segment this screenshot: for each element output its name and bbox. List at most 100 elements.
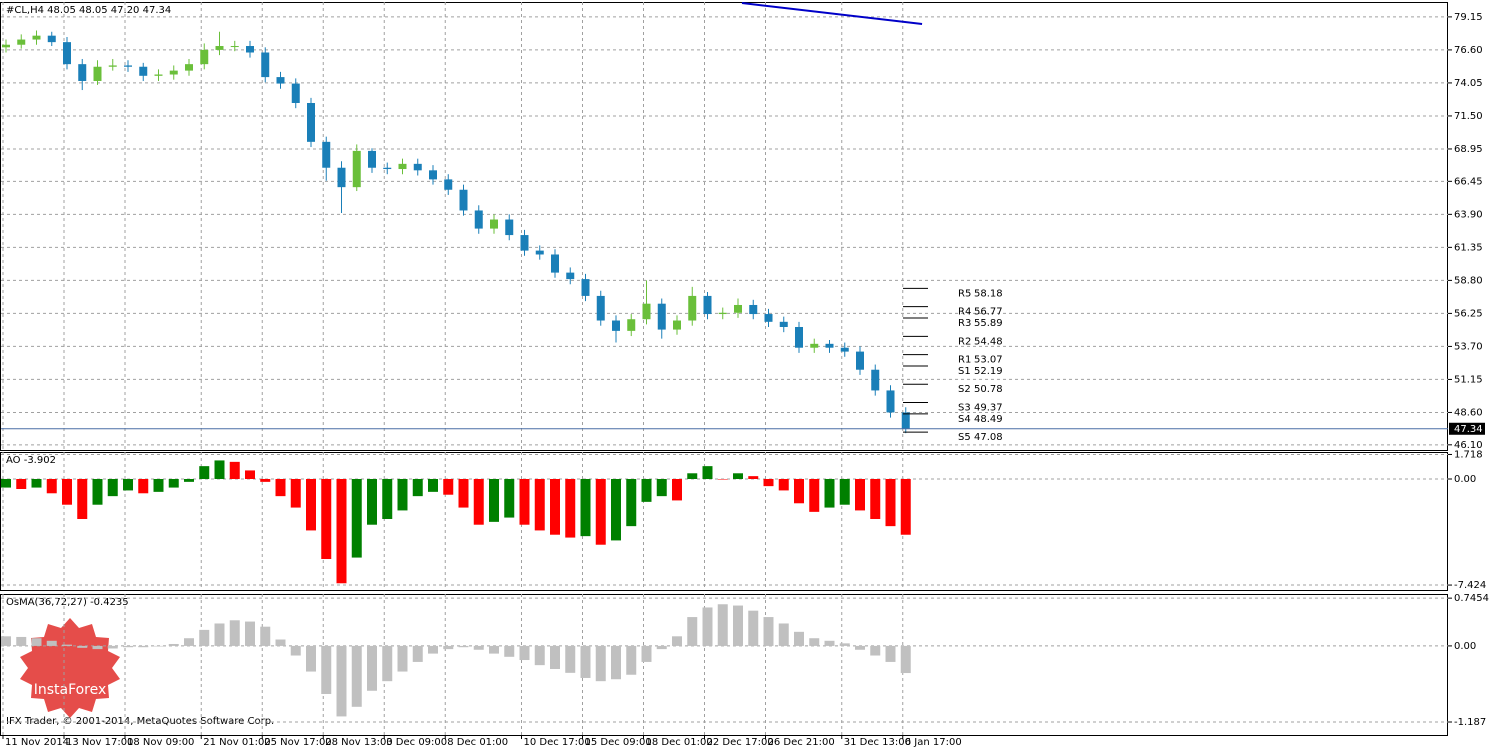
panel-title: OsMA(36,72,27) -0.4235 [6, 597, 129, 608]
x-tick-label: 18 Dec 01:00 [646, 737, 713, 748]
histogram-bar [351, 645, 362, 707]
histogram-bar [580, 645, 591, 678]
histogram-bar [229, 620, 240, 646]
x-tick-label: 6 Jan 17:00 [905, 737, 962, 748]
candle-body [749, 304, 758, 315]
candle-body [398, 163, 407, 170]
pivot-value: 56.77 [974, 307, 1003, 318]
x-tick-label: 10 Dec 17:00 [524, 737, 591, 748]
x-tick-label: 15 Dec 09:00 [585, 737, 652, 748]
candle-body [734, 304, 742, 313]
candle-body [566, 272, 575, 280]
y-tick-label: 48.60 [1454, 407, 1483, 418]
pivot-name: S4 [958, 414, 971, 425]
pivot-value: 55.89 [974, 318, 1003, 329]
candle-body [429, 170, 437, 180]
histogram-bar [641, 479, 652, 502]
histogram-bar [306, 479, 316, 531]
histogram-bar [138, 479, 149, 494]
candle-body [505, 219, 514, 236]
histogram-bar [778, 623, 789, 646]
x-tick-label: 31 Dec 13:00 [844, 737, 911, 748]
histogram-bar [900, 479, 911, 535]
histogram-bar [16, 479, 27, 489]
histogram-bar [489, 645, 499, 654]
histogram-bar [92, 479, 103, 505]
histogram-bar [580, 479, 591, 537]
histogram-bar [199, 466, 210, 479]
histogram-bar [351, 479, 362, 558]
y-tick-label: 63.90 [1454, 209, 1483, 220]
last-price-box [1449, 422, 1485, 435]
y-tick-label: 0.00 [1454, 474, 1476, 485]
histogram-bar [900, 645, 911, 674]
candle-body [154, 74, 163, 76]
histogram-bar [428, 645, 438, 654]
candle-body [17, 39, 26, 45]
pivot-value: 52.19 [974, 366, 1003, 377]
candle-body [444, 179, 453, 190]
histogram-bar [62, 479, 72, 505]
histogram-bar [809, 638, 820, 646]
histogram-bar [565, 479, 576, 538]
histogram-bar [595, 645, 606, 682]
candle-body [703, 295, 712, 315]
histogram-bar [428, 479, 438, 492]
candle-body [535, 250, 544, 255]
candle-body [459, 189, 468, 211]
histogram-bar [92, 645, 103, 650]
histogram-bar [611, 645, 621, 680]
histogram-bar [260, 626, 271, 646]
y-tick-label: 66.45 [1454, 176, 1483, 187]
histogram-bar [809, 479, 820, 512]
candle-body [307, 102, 315, 142]
ao-panel-frame [0, 452, 1448, 591]
panel-title: #CL,H4 48.05 48.05 47.20 47.34 [6, 5, 171, 16]
histogram-bar [839, 643, 850, 646]
y-tick-label: 56.25 [1454, 308, 1483, 319]
histogram-bar [321, 645, 332, 694]
candle-body [657, 303, 666, 330]
histogram-bar [687, 473, 698, 479]
x-tick-label: 25 Nov 17:00 [264, 737, 331, 748]
histogram-bar [46, 479, 57, 494]
histogram-bar [46, 640, 57, 646]
candle-body [78, 64, 87, 81]
pivot-name: S2 [958, 384, 971, 395]
candle-body [856, 351, 864, 370]
y-tick-label: 68.95 [1454, 144, 1483, 155]
histogram-bar [199, 629, 210, 646]
histogram-bar [412, 645, 423, 662]
y-tick-label: 53.70 [1454, 341, 1483, 352]
candle-body [673, 320, 681, 330]
histogram-bar [702, 607, 713, 646]
candle-body [200, 49, 209, 65]
candle-body [368, 150, 376, 168]
histogram-bar [733, 473, 743, 479]
x-tick-label: 21 Nov 01:00 [203, 737, 270, 748]
histogram-bar [656, 479, 667, 497]
candle-body [474, 210, 483, 229]
logo-burst [20, 618, 120, 718]
pivot-value: 50.78 [974, 384, 1003, 395]
histogram-bar [123, 645, 133, 648]
histogram-bar [473, 645, 484, 650]
histogram-bar [687, 617, 698, 646]
main-panel-frame [0, 2, 1448, 451]
candle-body [246, 46, 254, 53]
histogram-bar [702, 466, 713, 479]
candle-body [596, 295, 605, 321]
candle-body [139, 66, 148, 76]
histogram-bar [184, 479, 194, 482]
candle-body [642, 303, 651, 320]
histogram-bar [641, 645, 652, 662]
y-tick-label: 76.60 [1454, 45, 1483, 56]
histogram-bar [550, 645, 560, 669]
panel-title: AO -3.902 [6, 455, 56, 466]
candle-body [825, 343, 834, 348]
osma-panel-frame [0, 594, 1448, 736]
candle-body [490, 219, 498, 229]
candle-body [688, 295, 697, 321]
histogram-bar [855, 479, 865, 511]
histogram-bar [763, 617, 774, 646]
